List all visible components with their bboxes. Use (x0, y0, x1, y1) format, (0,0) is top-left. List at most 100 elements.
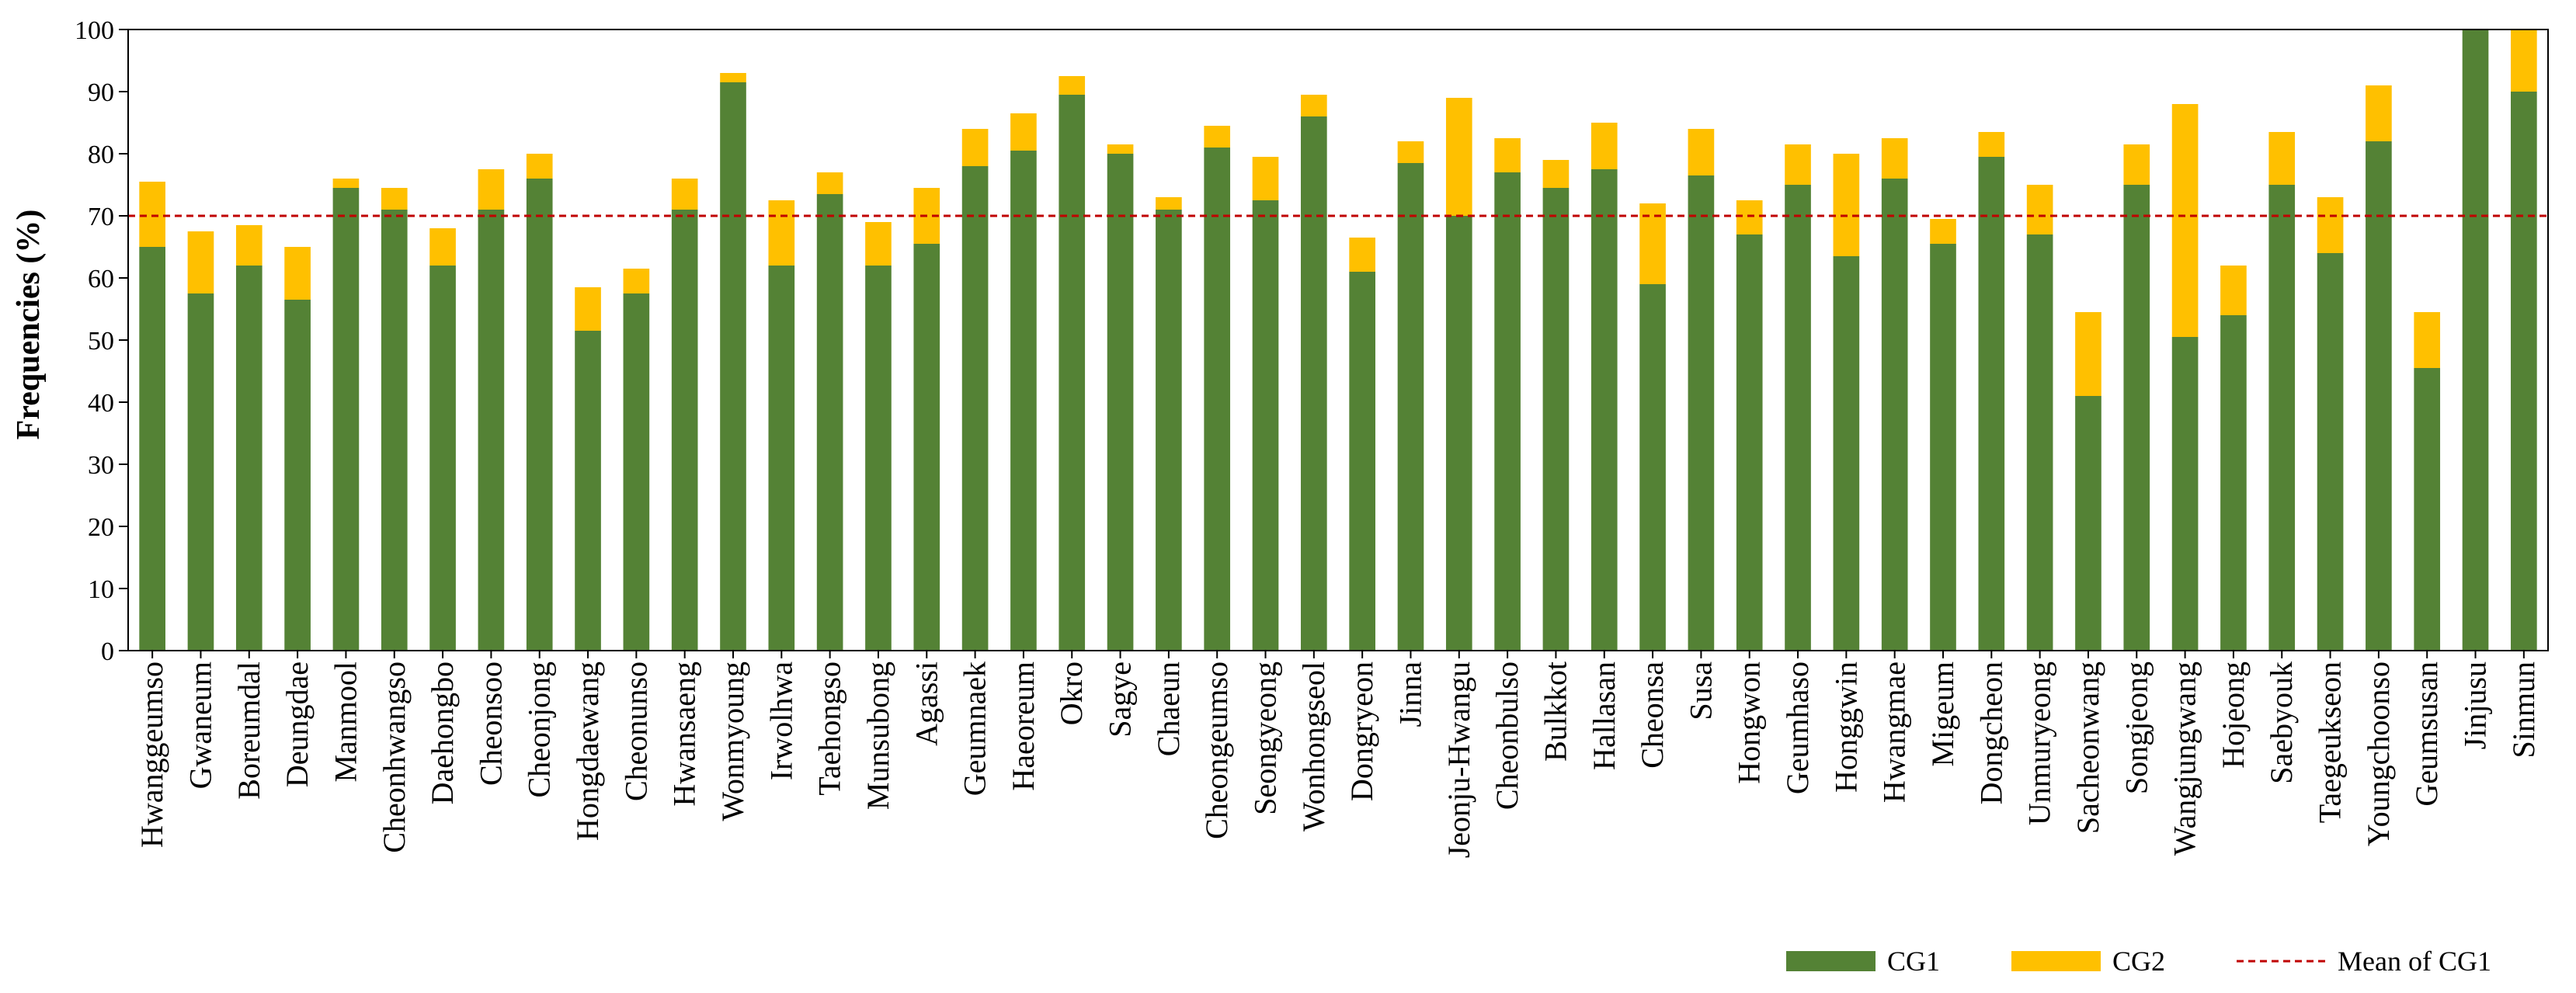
x-tick-label: Taegeukseon (2313, 661, 2348, 823)
x-tick-label: Jinjusu (2458, 661, 2493, 749)
x-tick-label: Daehongbo (425, 661, 460, 804)
x-tick-label: Hallasan (1587, 661, 1622, 770)
bar-cg2 (1349, 238, 1375, 272)
bar-cg1 (526, 179, 553, 651)
bar-cg1 (284, 300, 311, 651)
bar-cg2 (2171, 104, 2199, 337)
x-tick-label: Boreumdal (231, 661, 266, 800)
y-tick-label: 40 (88, 389, 114, 418)
y-tick-label: 10 (88, 575, 114, 604)
x-tick-label: Cheonjong (522, 661, 557, 798)
bar-cg2 (2123, 144, 2150, 185)
x-tick-label: Wonmyoung (715, 661, 750, 821)
bar-cg2 (1688, 129, 1715, 175)
x-tick-label: Haeoreum (1006, 661, 1041, 791)
legend-label-cg2: CG2 (2112, 946, 2165, 977)
bar-cg2 (623, 269, 650, 293)
x-tick-label: Wonhongseol (1296, 661, 1331, 832)
bar-cg1 (1156, 210, 1182, 651)
bar-cg1 (1736, 234, 1763, 651)
y-axis-title: Frequencies (%) (11, 210, 47, 440)
legend-swatch-cg2 (2011, 951, 2101, 971)
bar-cg2 (2220, 266, 2247, 315)
bar-cg2 (1590, 123, 1618, 169)
bar-cg1 (1590, 169, 1618, 651)
x-tick-label: Songjeong (2119, 661, 2154, 794)
bar-cg2 (429, 228, 456, 266)
x-tick-label: Migeum (1925, 661, 1960, 767)
bar-cg1 (768, 266, 795, 651)
x-axis-labels: Hwanggeumso Gwaneum Boreumdal Deungdae Manmo… (134, 651, 2541, 858)
bar-cg2 (2317, 197, 2344, 253)
bar-cg2 (720, 73, 746, 82)
legend-swatch-cg1 (1786, 951, 1876, 971)
bar-cg1 (1445, 216, 1472, 651)
bar-cg2 (1881, 138, 1908, 179)
bar-cg1 (2462, 30, 2489, 651)
bar-cg2 (2366, 85, 2392, 141)
bar-cg2 (526, 154, 553, 179)
bar-cg1 (1494, 172, 1521, 651)
bar-cg2 (1736, 200, 1763, 234)
bar-cg1 (1349, 272, 1375, 651)
x-tick-label: Unmuryeong (2022, 661, 2057, 825)
bar-cg1 (1785, 185, 1811, 651)
bar-cg1 (1930, 244, 1956, 651)
x-tick-label: Jeonju-Hwangu (1441, 661, 1476, 858)
bar-cg2 (2075, 312, 2101, 396)
x-tick-label: Cheonsoo (473, 661, 508, 786)
bar-cg1 (1107, 154, 1134, 651)
bar-cg2 (1204, 126, 1231, 148)
bar-cg1 (2026, 234, 2053, 651)
bar-cg2 (1010, 113, 1037, 151)
bar-cg1 (1978, 157, 2005, 651)
bar-cg1 (381, 210, 408, 651)
bar-cg2 (1059, 76, 1086, 95)
x-tick-label: Gwaneum (183, 661, 217, 789)
bar-cg2 (139, 182, 165, 247)
bar-cg2 (1252, 157, 1279, 200)
bar-cg1 (961, 166, 989, 651)
bar-cg1 (623, 293, 650, 651)
x-tick-label: Geumsusan (2409, 661, 2444, 807)
bar-cg1 (865, 266, 892, 651)
bar-cg2 (1301, 95, 1327, 116)
bar-cg1 (720, 82, 746, 651)
bar-cg1 (2366, 141, 2392, 651)
y-tick-label: 0 (101, 637, 114, 666)
bar-cg2 (575, 287, 601, 331)
bar-cg2 (478, 169, 505, 210)
x-tick-label: Hongdaewang (570, 661, 605, 841)
x-tick-label: Munsubong (860, 661, 895, 810)
x-tick-label: Saebyouk (2264, 661, 2299, 784)
bar-cg2 (816, 172, 843, 194)
x-tick-label: Agassi (909, 661, 944, 746)
bar-cg1 (1881, 179, 1908, 651)
bar-cg2 (1930, 219, 1956, 244)
bar-cg2 (1494, 138, 1521, 172)
bar-cg2 (1445, 98, 1472, 216)
x-tick-label: Dongcheon (1973, 661, 2008, 804)
bar-cg1 (478, 210, 505, 651)
x-tick-label: Cheonsa (1635, 661, 1670, 769)
x-tick-label: Hojeong (2216, 661, 2251, 769)
x-tick-label: Manmool (328, 661, 363, 783)
bar-cg2 (235, 225, 262, 266)
x-tick-label: Hongwon (1732, 661, 1767, 784)
y-tick-label: 20 (88, 513, 114, 542)
y-tick-label: 30 (88, 451, 114, 480)
bar-cg1 (1833, 256, 1860, 651)
y-axis-ticks: 0 10 20 30 40 50 60 70 80 90 100 (75, 16, 128, 666)
bar-cg1 (235, 266, 262, 651)
x-tick-label: Sinmun (2506, 661, 2541, 758)
bar-cg2 (2026, 185, 2053, 234)
x-tick-label: Wangjungwang (2168, 661, 2202, 856)
bar-cg1 (1301, 116, 1327, 651)
x-tick-label: Geumhaso (1780, 661, 1815, 794)
x-tick-label: Cheonbulso (1490, 661, 1524, 810)
x-tick-label: Cheongeumso (1199, 661, 1234, 839)
plot-area-border (127, 29, 2549, 651)
bar-cg1 (816, 194, 843, 651)
